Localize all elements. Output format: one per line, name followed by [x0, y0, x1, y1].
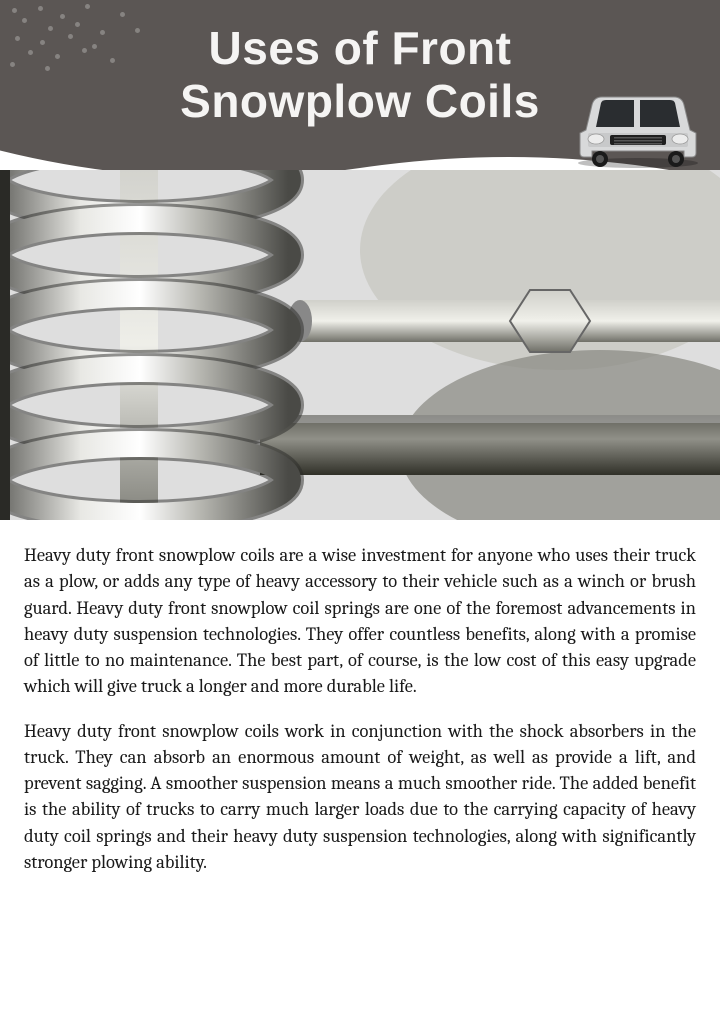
header-banner: Uses of Front Snowplow Coils: [0, 0, 720, 170]
title-line-2: Snowplow Coils: [180, 75, 540, 127]
coil-spring-illustration: [0, 170, 720, 520]
paragraph-1: Heavy duty front snowplow coils are a wi…: [24, 542, 696, 700]
suv-icon: [568, 75, 708, 170]
article-body: Heavy duty front snowplow coils are a wi…: [0, 520, 720, 875]
hero-image: [0, 170, 720, 520]
title-line-1: Uses of Front: [209, 22, 512, 74]
paragraph-2: Heavy duty front snowplow coils work in …: [24, 718, 696, 876]
